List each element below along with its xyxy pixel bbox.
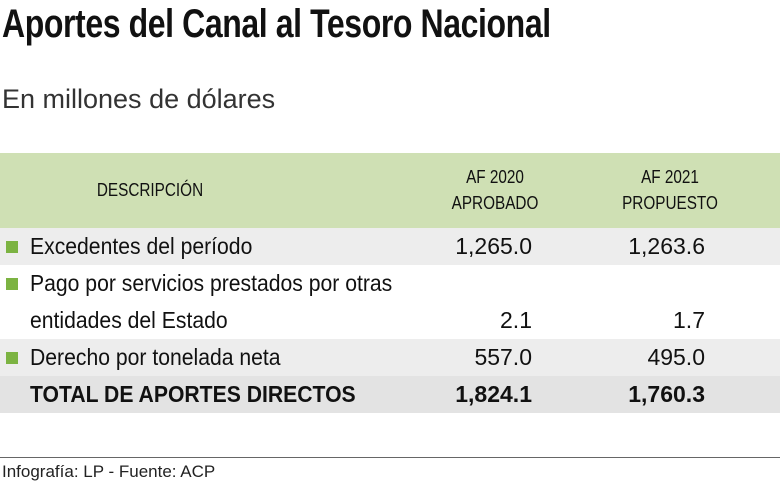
- total-row: TOTAL DE APORTES DIRECTOS 1,824.1 1,760.3: [0, 376, 780, 413]
- value-2020: 2.1: [500, 307, 532, 333]
- table-row: Pago por servicios prestados por otras e…: [0, 265, 780, 339]
- table-header: DESCRIPCIÓN AF 2020 APROBADO AF 2021 PRO…: [0, 153, 780, 228]
- header-line: AF 2021: [641, 167, 699, 187]
- bullet: [6, 352, 18, 364]
- header-line: PROPUESTO: [622, 193, 718, 213]
- header-cell: AF 2021 PROPUESTO: [615, 164, 726, 216]
- value-2021: 495.0: [647, 344, 705, 370]
- title: Aportes del Canal al Tesoro Nacional: [2, 2, 551, 46]
- bullet: [6, 241, 18, 253]
- total-description: TOTAL DE APORTES DIRECTOS: [30, 381, 356, 407]
- row-description: Derecho por tonelada neta: [30, 344, 281, 370]
- header-line: AF 2020: [466, 167, 524, 187]
- total-2021: 1,760.3: [628, 381, 705, 407]
- value-2020: 557.0: [474, 344, 532, 370]
- value-2020: 1,265.0: [455, 233, 532, 259]
- value-2021: 1,263.6: [628, 233, 705, 259]
- bullet: [6, 278, 18, 290]
- table-row: Derecho por tonelada neta 557.0 495.0: [0, 339, 780, 376]
- table-row: Excedentes del período 1,265.0 1,263.6: [0, 228, 780, 265]
- subtitle: En millones de dólares: [2, 84, 276, 114]
- footer-rule: [0, 457, 780, 458]
- header-line: APROBADO: [451, 193, 539, 213]
- footer: Infografía: LP - Fuente: ACP: [2, 462, 216, 481]
- row-description: Excedentes del período: [30, 233, 253, 259]
- total-2020: 1,824.1: [455, 381, 532, 407]
- header-cell: AF 2020 APROBADO: [440, 164, 551, 216]
- row-description: Pago por servicios prestados por otras e…: [30, 270, 393, 333]
- value-2021: 1.7: [673, 307, 705, 333]
- header-cell: DESCRIPCIÓN: [96, 180, 204, 200]
